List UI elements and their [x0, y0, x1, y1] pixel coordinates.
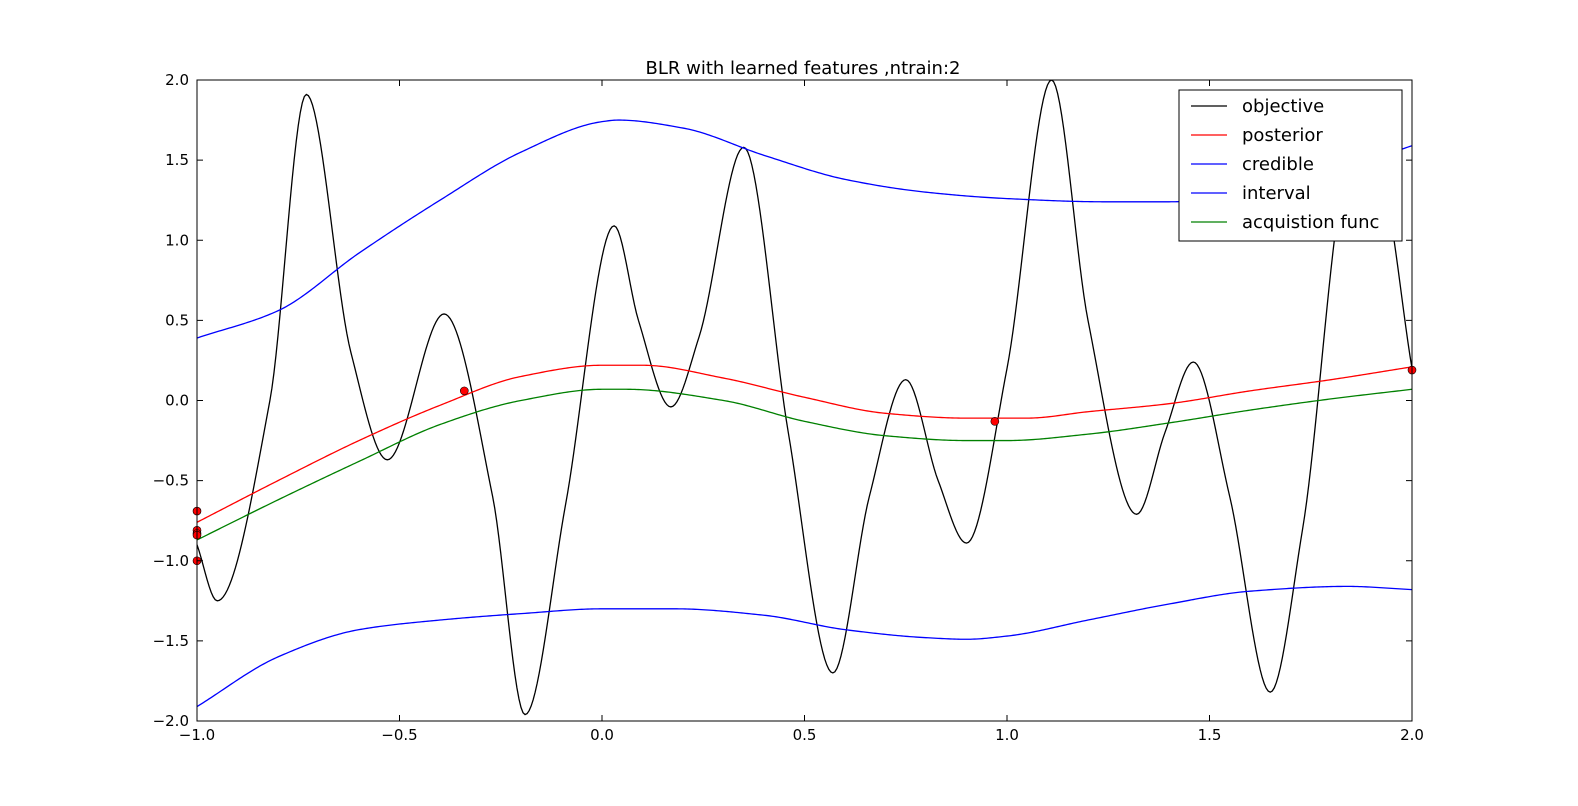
x-tick-label: 0.0 — [590, 726, 614, 744]
legend-label: posterior — [1242, 125, 1323, 146]
series-line-acquistion-func — [197, 388, 1412, 541]
y-tick-label: −1.0 — [153, 552, 189, 570]
x-tick-label: −1.0 — [179, 726, 215, 744]
series-line-interval — [197, 585, 1412, 708]
series-group — [197, 80, 1412, 716]
y-tick-label: 2.0 — [165, 71, 189, 89]
plot-area: −1.0 −0.5 0.0 0.5 1.0 1.5 2.0 2.0 1.5 1.0 0.5 0.0 −0… — [153, 71, 1424, 744]
legend: objective posterior credible interval acquis… — [1178, 89, 1403, 242]
y-tick-label: 0.5 — [165, 311, 189, 329]
x-tick-label: 2.0 — [1400, 726, 1424, 744]
y-tick-label: 1.5 — [165, 151, 189, 169]
x-tick-label: 1.0 — [995, 726, 1019, 744]
x-tick-label: 0.5 — [793, 726, 817, 744]
y-tick-label: −2.0 — [153, 712, 189, 730]
y-tick-label: 0.0 — [165, 392, 189, 410]
chart-title: BLR with learned features ,ntrain:2 — [646, 58, 961, 79]
legend-label: objective — [1242, 96, 1324, 117]
y-tick-label: 1.0 — [165, 231, 189, 249]
x-tick-label: 1.5 — [1198, 726, 1222, 744]
legend-label: interval — [1242, 183, 1311, 204]
series-line-posterior — [197, 364, 1412, 523]
legend-box — [1178, 89, 1403, 242]
x-tick-label: −0.5 — [381, 726, 417, 744]
train-point — [990, 417, 1000, 426]
legend-label: acquistion func — [1242, 212, 1379, 233]
legend-label: credible — [1242, 154, 1314, 175]
train-point — [459, 386, 469, 396]
y-tick-label: −1.5 — [153, 632, 189, 650]
y-tick-label: −0.5 — [153, 472, 189, 490]
